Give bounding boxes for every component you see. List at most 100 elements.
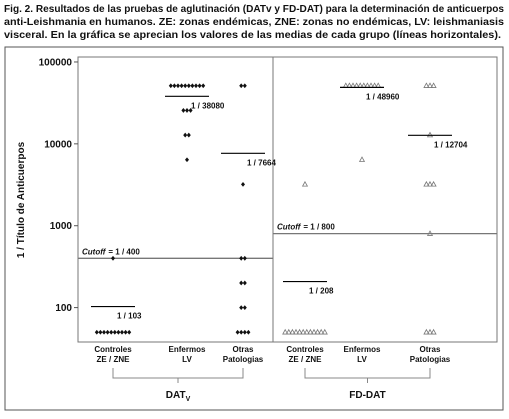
data-point [183,83,188,89]
category-label: Patologias [223,355,264,364]
data-point [186,83,191,89]
y-tick-label: 1000 [50,221,73,232]
data-point [289,328,296,335]
data-point [186,132,191,138]
data-point [423,328,430,335]
group-name: DAT [166,390,186,401]
data-point [127,329,132,335]
category-label: Patologias [410,355,451,364]
data-point [242,83,247,89]
category-label: Controles [286,345,324,354]
data-point [239,305,244,310]
cutoff-word: Cutoff [277,223,302,232]
data-point [176,83,180,89]
data-point [172,83,177,89]
data-point [183,132,188,138]
data-point [296,328,303,335]
data-point [190,83,195,89]
group-subscript: V [186,396,191,403]
data-point [105,329,110,335]
data-point [246,329,251,335]
data-point [102,329,106,335]
data-point [201,83,206,89]
data-point [358,156,366,162]
data-point [239,83,244,89]
mean-label: 1 / 7664 [247,158,276,167]
data-point [426,328,434,335]
cutoff-word: Cutoff [82,247,107,256]
data-point [197,83,202,89]
data-point [181,108,186,113]
data-point [292,328,300,335]
data-point [430,82,437,88]
figure-frame [4,46,504,411]
data-point [430,328,437,335]
data-point [239,280,244,286]
data-point [109,329,114,335]
data-point [285,328,292,335]
data-point [300,328,307,335]
data-point [188,108,193,113]
data-point [239,255,244,261]
caption-line: visceral. En la gráfica se aprecian los … [4,29,501,41]
group-bracket [112,368,244,383]
cutoff-value: = 1 / 400 [108,247,140,256]
data-point [123,329,128,335]
category-label: LV [182,355,192,364]
data-point [303,328,310,335]
data-point [423,180,430,187]
category-label: ZE / ZNE [97,355,131,364]
category-label: Enfermos [169,345,206,354]
caption-line: anti-Leishmania en humanos. ZE: zonas en… [4,16,504,28]
data-point [426,180,434,187]
data-point [116,329,121,335]
group-label: FD-DAT [349,390,385,401]
data-point [307,328,314,335]
category-label: LV [357,355,367,364]
data-point [314,328,321,335]
data-point [185,157,189,163]
data-point [98,329,103,335]
data-point [111,255,115,261]
data-point [120,329,124,335]
data-point [430,180,437,187]
group-bracket [304,368,431,383]
data-point [168,83,173,89]
category-label: Otras [233,345,254,354]
data-point [310,328,318,335]
data-point [426,82,434,88]
data-point [321,328,328,335]
mean-label: 1 / 208 [309,287,334,296]
data-point [241,181,245,187]
group-name: FD-DAT [349,390,385,401]
mean-label: 1 / 103 [117,312,142,321]
y-tick-label: 100 [55,303,72,314]
cutoff-label: Cutoff = 1 / 800 [277,223,335,232]
cutoff-label: Cutoff = 1 / 400 [82,247,140,256]
category-label: Enfermos [344,345,381,354]
category-label: ZE / ZNE [289,355,323,364]
data-point [301,180,309,187]
mean-label: 1 / 12704 [434,140,468,149]
data-point [239,329,244,335]
data-point [282,328,289,335]
data-point [242,329,247,335]
y-tick-label: 10000 [44,139,72,150]
data-point [426,230,434,236]
group-label: DATV [166,390,191,403]
data-point [242,305,247,310]
data-point [426,131,434,138]
plot-frame [77,56,498,343]
data-point [194,83,198,89]
mean-label: 1 / 48960 [366,92,400,101]
data-point [179,83,184,89]
cutoff-value: = 1 / 800 [303,223,335,232]
y-axis-label: 1 / Título de Anticuerpos [16,141,27,258]
data-point [112,329,117,335]
category-label: Controles [94,345,132,354]
caption-line: Fig. 2. Resultados de las pruebas de agl… [4,3,504,15]
data-point [235,329,240,335]
category-label: Otras [420,345,441,354]
data-point [242,280,247,286]
